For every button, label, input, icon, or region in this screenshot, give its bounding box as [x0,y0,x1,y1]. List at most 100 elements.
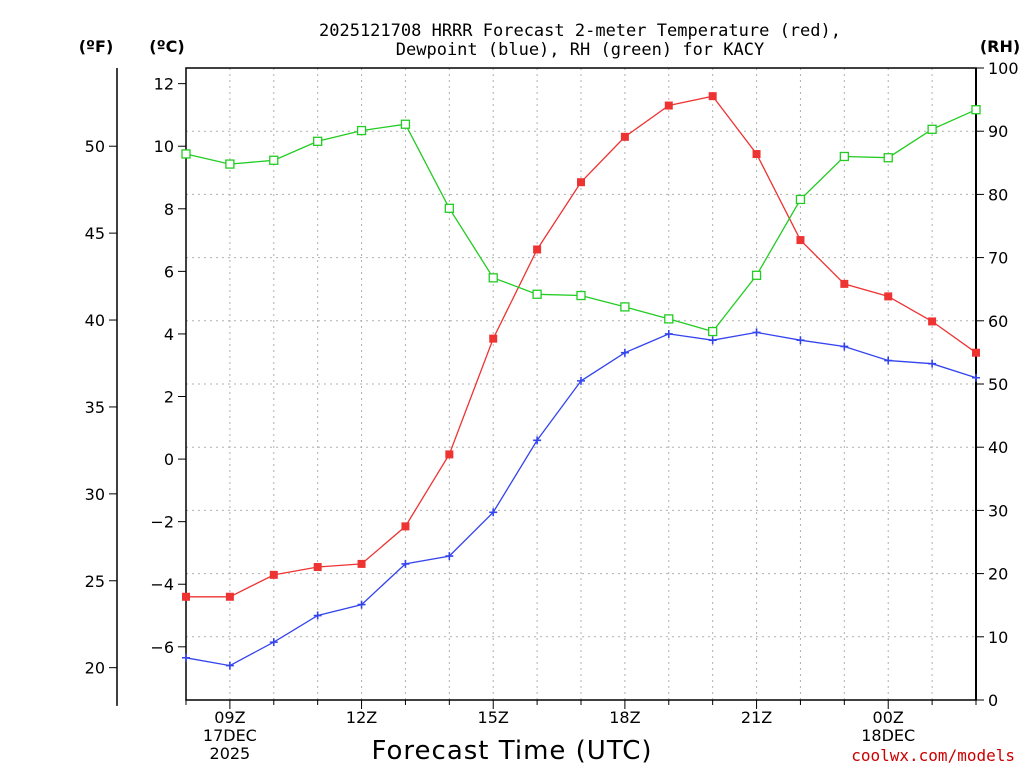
temperature-point [401,522,410,531]
dewpoint-point [620,348,629,357]
x-tick-label: 09Z [214,708,245,727]
temperature-point [840,279,849,288]
dewpoint-point [796,336,805,345]
rh-tick-label: 30 [988,501,1008,520]
temperature-point [313,563,322,572]
fahrenheit-tick-label: 35 [85,398,105,417]
celsius-tick-label: 2 [164,388,174,407]
rh-tick-label: 10 [988,628,1008,647]
temperature-point [884,292,893,301]
fahrenheit-unit-label: (ºF) [79,37,114,56]
x-axis-label: Forecast Time (UTC) [371,736,652,766]
series-rh [181,105,981,337]
rh-point [751,270,762,280]
dewpoint-point [840,342,849,351]
dewpoint-point [972,373,980,382]
rh-point [488,273,498,283]
x-tick-label: 18Z [609,708,640,727]
celsius-tick-label: 10 [154,137,174,156]
temperature-point [269,570,278,579]
temperature-point [182,592,190,601]
rh-point [356,125,367,136]
chart-title-line-1: 2025121708 HRRR Forecast 2-meter Tempera… [319,21,841,41]
fahrenheit-tick-label: 50 [85,137,105,156]
x-tick-label: 18DEC [861,726,915,745]
dewpoint-point [313,611,322,620]
rh-point [269,155,279,165]
rh-point [839,151,849,162]
rh-point [444,203,454,213]
dewpoint-point [752,328,761,337]
celsius-tick-label: 4 [164,325,174,344]
temperature-point [664,101,673,110]
temperature-point [972,348,980,357]
celsius-tick-label: 6 [164,262,174,281]
x-tick-label: 15Z [478,708,509,727]
x-tick-label: 21Z [741,708,772,727]
temperature-point [928,317,937,326]
rh-tick-label: 0 [988,691,998,710]
rh-point [400,119,411,129]
temperature-point [533,245,542,254]
series-dewpoint [182,328,980,670]
dewpoint-point [664,329,673,338]
rh-point [313,136,323,146]
rh-tick-label: 60 [988,312,1008,331]
rh-point [576,290,586,301]
temperature-point [445,450,454,459]
dewpoint-point [928,359,937,368]
rh-point [927,124,937,134]
dewpoint-point [708,336,717,345]
rh-tick-label: 40 [988,438,1008,457]
axes: −6−4−20246810122025303540455001020304050… [85,59,1019,763]
temperature-point [577,178,585,187]
rh-tick-label: 70 [988,249,1008,268]
temperature-point [225,592,234,601]
rh-point [664,314,674,324]
celsius-tick-label: 8 [164,200,174,219]
fahrenheit-tick-label: 20 [85,659,105,678]
rh-point [971,105,981,115]
x-tick-label: 17DEC [203,726,257,745]
rh-point [181,149,191,159]
temperature-point [796,236,805,245]
celsius-tick-label: 12 [154,75,174,94]
x-tick-label: 12Z [346,708,377,727]
rh-point [795,194,806,205]
rh-point [620,302,630,312]
credit-text: coolwx.com/models [851,746,1015,765]
temperature-point [489,334,498,343]
dewpoint-point [401,559,410,568]
dewpoint-point [884,356,893,365]
x-tick-label: 00Z [873,708,904,727]
rh-tick-label: 50 [988,375,1008,394]
rh-point [225,159,235,169]
dewpoint-point [533,436,542,445]
temperature-point [708,92,717,101]
temperature-point [357,559,366,568]
series-temperature [182,92,980,601]
chart-title-line-2: Dewpoint (blue), RH (green) for KACY [396,40,764,60]
dewpoint-point [357,600,366,609]
dewpoint-point [182,653,190,662]
dewpoint-point [445,552,454,561]
fahrenheit-tick-label: 25 [85,572,105,591]
fahrenheit-tick-label: 40 [85,311,105,330]
dewpoint-point [225,661,234,670]
rh-point [883,153,893,163]
x-tick-label: 2025 [210,744,251,763]
celsius-tick-label: −6 [150,638,174,657]
rh-point [532,289,542,299]
dewpoint-point [269,638,278,647]
rh-tick-label: 80 [988,185,1008,204]
rh-point [708,326,718,337]
fahrenheit-tick-label: 30 [85,485,105,504]
celsius-tick-label: −2 [150,513,174,532]
temperature-point [620,132,629,141]
rh-tick-label: 100 [988,59,1019,78]
dewpoint-point [489,508,498,517]
rh-unit-label: (RH) [980,37,1020,56]
series [181,92,981,670]
temperature-point [752,150,761,159]
